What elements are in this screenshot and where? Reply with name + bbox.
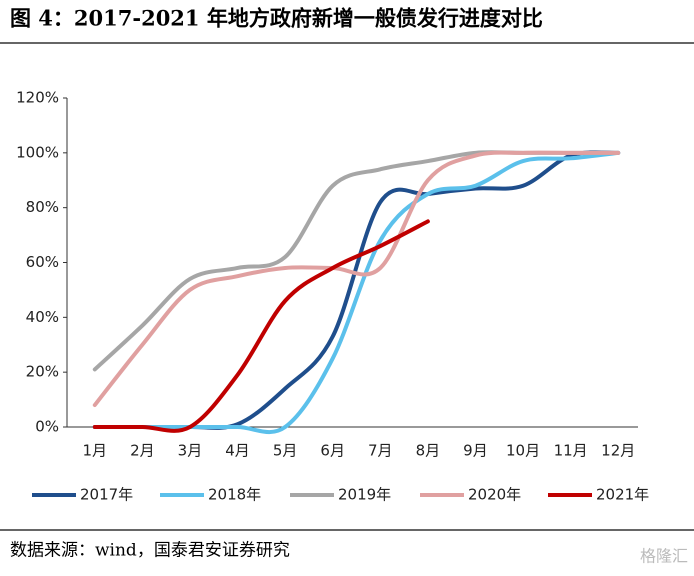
x-tick-label: 1月 bbox=[83, 442, 108, 460]
y-tick-label: 20% bbox=[26, 363, 59, 381]
y-tick-label: 80% bbox=[26, 198, 59, 216]
x-tick-label: 11月 bbox=[554, 442, 588, 460]
y-tick-label: 120% bbox=[16, 89, 59, 107]
series-line bbox=[92, 219, 430, 433]
legend-label: 2021年 bbox=[596, 486, 649, 504]
x-tick-label: 5月 bbox=[273, 442, 298, 460]
x-tick-label: 7月 bbox=[368, 442, 393, 460]
x-tick-label: 12月 bbox=[601, 442, 635, 460]
x-tick-label: 6月 bbox=[320, 442, 345, 460]
legend-label: 2018年 bbox=[208, 486, 261, 504]
y-tick-label: 0% bbox=[35, 418, 59, 436]
x-tick-label: 4月 bbox=[225, 442, 250, 460]
series-line bbox=[92, 150, 621, 408]
y-tick-label: 100% bbox=[16, 143, 59, 161]
source-note: 数据来源：wind，国泰君安证券研究 bbox=[10, 541, 290, 561]
y-tick-label: 60% bbox=[26, 253, 59, 271]
x-tick-label: 2月 bbox=[130, 442, 155, 460]
x-tick-label: 3月 bbox=[178, 442, 203, 460]
x-tick-label: 8月 bbox=[416, 442, 441, 460]
watermark: 格隆汇 bbox=[640, 547, 688, 566]
x-tick-label: 10月 bbox=[506, 442, 540, 460]
legend-label: 2017年 bbox=[80, 486, 133, 504]
series-line bbox=[92, 150, 621, 430]
legend-label: 2019年 bbox=[338, 486, 391, 504]
y-tick-label: 40% bbox=[26, 308, 59, 326]
chart-title: 图 4：2017-2021 年地方政府新增一般债发行进度对比 bbox=[10, 6, 543, 31]
legend-label: 2020年 bbox=[468, 486, 521, 504]
x-tick-label: 9月 bbox=[463, 442, 488, 460]
